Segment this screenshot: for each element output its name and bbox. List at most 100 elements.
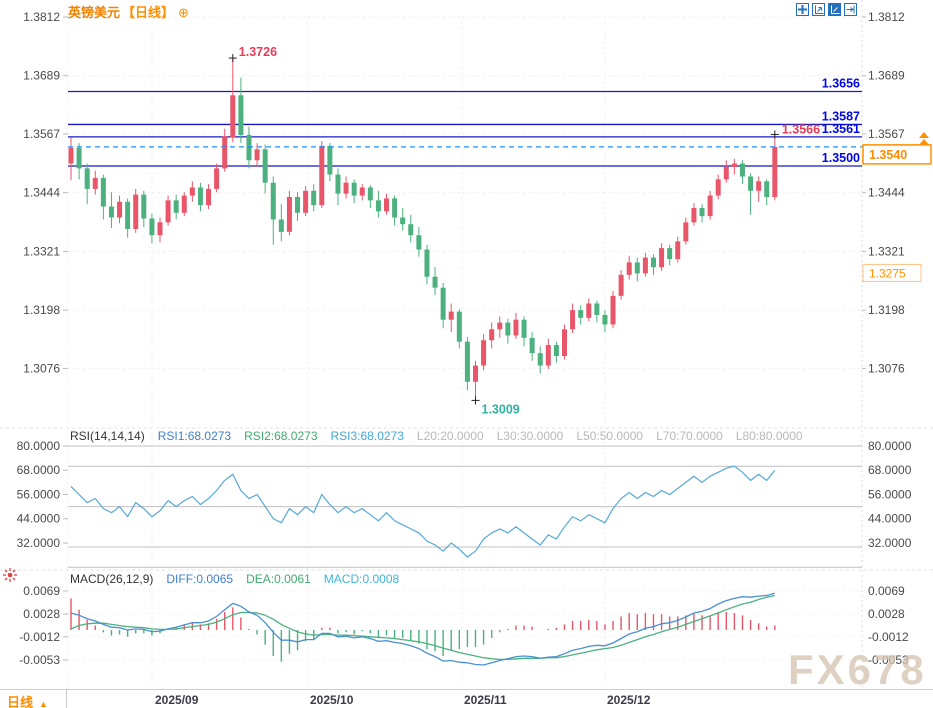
period-tag: 【日线】 xyxy=(122,5,175,20)
candle-body xyxy=(764,181,770,198)
candle-body xyxy=(238,95,244,135)
axis-corner-divider xyxy=(66,690,67,708)
candle-body xyxy=(84,168,90,189)
macd-axis-label: 0.0069 xyxy=(23,584,60,598)
candle-body xyxy=(473,365,478,382)
candle-body xyxy=(529,337,535,354)
candle-body xyxy=(521,319,527,338)
candle-body xyxy=(400,217,406,225)
candle-body xyxy=(286,197,292,232)
period-selector[interactable]: 日线 ▲ xyxy=(7,692,48,708)
candle-body xyxy=(165,200,171,223)
rsi-axis-label: 68.0000 xyxy=(868,463,912,477)
candle-body xyxy=(359,187,365,196)
candle-body xyxy=(68,147,74,164)
candle-body xyxy=(133,194,139,229)
candle-body xyxy=(173,200,179,213)
candle-body xyxy=(464,341,470,382)
fit-y-axis-icon[interactable] xyxy=(828,3,841,16)
price-up-arrow-icon xyxy=(919,139,929,145)
candle-body xyxy=(189,187,195,196)
candle-body xyxy=(707,195,713,217)
chart-toolbar xyxy=(796,3,857,16)
symbol-title: 英镑美元 xyxy=(68,5,121,20)
recent-high-annotation: 1.3566 xyxy=(782,122,820,136)
candle-body xyxy=(683,222,689,242)
candle-body xyxy=(408,224,414,236)
rsi-l80: L80:80.0000 xyxy=(735,429,803,443)
candle-body xyxy=(327,145,333,175)
candle-body xyxy=(545,345,551,366)
macd-axis-label: -0.0012 xyxy=(868,630,909,644)
candle-body xyxy=(739,163,745,177)
move-icon[interactable] xyxy=(796,3,809,16)
fit-x-axis-icon[interactable] xyxy=(812,3,825,16)
candle-body xyxy=(197,187,203,206)
macd-diff-value: DIFF:0.0065 xyxy=(166,572,234,586)
candle-body xyxy=(570,310,576,330)
candle-body xyxy=(295,197,301,213)
candle-body xyxy=(424,249,430,277)
candle-body xyxy=(537,353,543,366)
rsi-axis-label: 32.0000 xyxy=(17,536,61,550)
jump-to-latest-icon[interactable] xyxy=(844,3,857,16)
candle-body xyxy=(432,276,438,288)
candle-body xyxy=(254,149,260,161)
rsi-axis-label: 56.0000 xyxy=(17,487,61,501)
price-axis-label: 1.3198 xyxy=(868,303,905,317)
current-price-badge xyxy=(862,144,932,165)
candle-body xyxy=(561,329,567,357)
x-axis-label: 2025/12 xyxy=(607,693,651,707)
add-indicator-icon[interactable]: ⊕ xyxy=(178,5,189,20)
candle-body xyxy=(270,182,276,220)
candle-body xyxy=(578,310,584,318)
candle-body xyxy=(157,222,163,236)
candle-body xyxy=(141,194,147,219)
price-axis-label: 1.3812 xyxy=(23,10,60,24)
candle-body xyxy=(691,207,697,223)
price-axis-label: 1.3689 xyxy=(23,69,60,83)
rsi-l30: L30:30.0000 xyxy=(496,429,564,443)
price-axis-label: 1.3076 xyxy=(868,361,905,375)
candle-body xyxy=(594,303,600,315)
chart-header: 英镑美元 【日线】 ⊕ xyxy=(68,2,189,21)
candle-body xyxy=(392,198,398,218)
candle-body xyxy=(343,182,349,194)
alert-burst-icon[interactable] xyxy=(2,567,18,588)
price-marker-label: 1.3275 xyxy=(869,266,906,280)
candle-body xyxy=(149,218,155,236)
candle-body xyxy=(481,340,487,366)
candle-body xyxy=(505,322,511,336)
candle-body xyxy=(108,206,114,218)
candle-body xyxy=(756,181,762,191)
candle-body xyxy=(335,174,341,194)
high-annotation: 1.3726 xyxy=(239,45,277,59)
price-axis-label: 1.3567 xyxy=(23,127,60,141)
macd-diff-line xyxy=(70,592,775,666)
macd-name: MACD(26,12,9) xyxy=(70,572,154,586)
macd-macd-value: MACD:0.0008 xyxy=(323,572,400,586)
candle-body xyxy=(723,166,729,180)
candle-body xyxy=(278,219,284,232)
price-axis-label: 1.3198 xyxy=(23,303,60,317)
time-axis-bar: 日线 ▲ 2025/09 2025/10 2025/11 2025/12 xyxy=(0,690,933,708)
price-axis-label: 1.3444 xyxy=(23,186,60,200)
candle-body xyxy=(384,198,390,212)
rsi-axis-label: 68.0000 xyxy=(17,463,61,477)
macd-header: MACD(26,12,9) DIFF:0.0065 DEA:0.0061 MAC… xyxy=(70,572,399,586)
rsi-l20: L20:20.0000 xyxy=(416,429,484,443)
candle-body xyxy=(206,188,212,206)
candle-body xyxy=(76,147,82,169)
macd-dea-value: DEA:0.0061 xyxy=(246,572,311,586)
candle-body xyxy=(222,136,228,169)
candle-body xyxy=(125,201,131,229)
candle-body xyxy=(303,190,309,213)
macd-dea-line xyxy=(70,594,775,661)
candle-body xyxy=(367,187,373,201)
rsi-l50: L50:50.0000 xyxy=(576,429,644,443)
candle-body xyxy=(659,248,665,268)
candle-body xyxy=(748,176,754,191)
candle-body xyxy=(553,345,559,357)
